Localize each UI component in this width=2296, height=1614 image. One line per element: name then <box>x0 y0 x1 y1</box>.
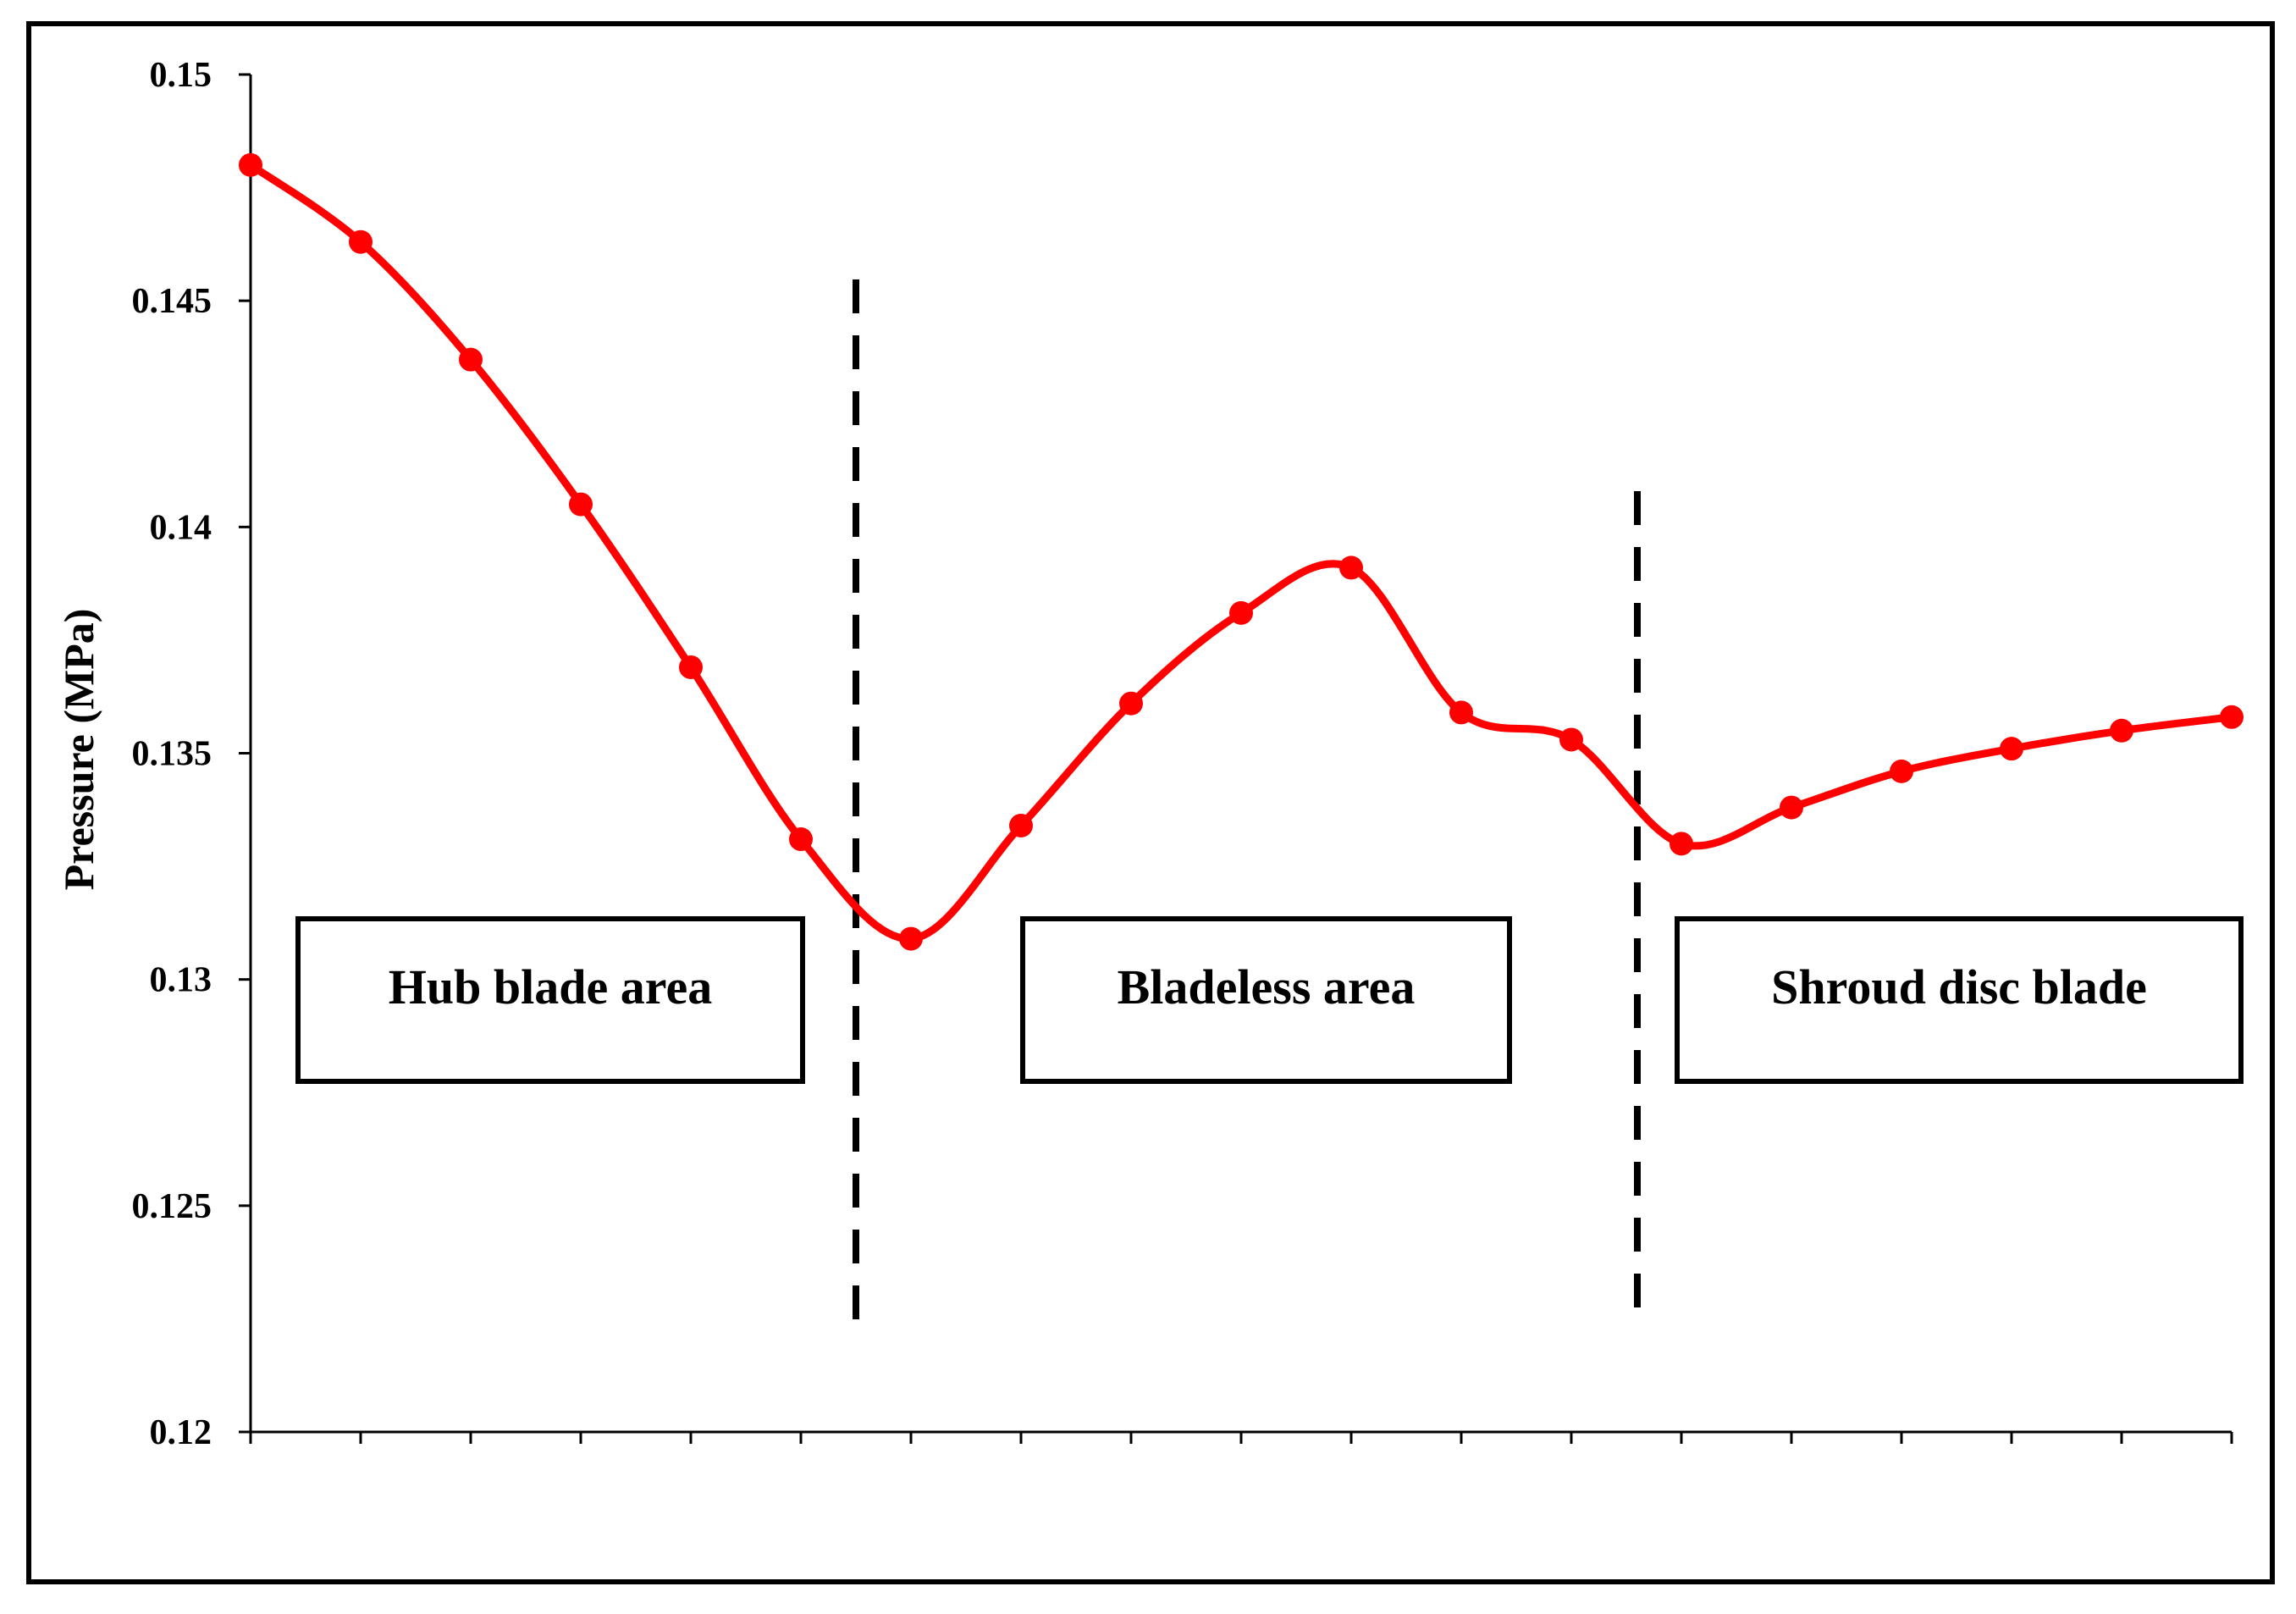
data-point-16 <box>2000 737 2023 761</box>
data-point-8 <box>1119 691 1143 716</box>
y-tick-label-6: 0.15 <box>150 56 212 95</box>
data-point-2 <box>459 347 483 372</box>
data-point-1 <box>349 229 373 254</box>
y-tick-label-2: 0.13 <box>150 961 212 1000</box>
region-dividers <box>853 279 1641 1325</box>
y-tick-label-0: 0.12 <box>150 1413 212 1452</box>
y-tick-label-3: 0.135 <box>132 735 212 774</box>
series-layer <box>239 152 2244 951</box>
data-point-3 <box>569 492 593 517</box>
data-point-10 <box>1339 556 1363 580</box>
y-axis-title: Pressure (MPa) <box>55 609 102 891</box>
data-point-6 <box>899 926 923 951</box>
y-tick-label-1: 0.125 <box>132 1187 212 1226</box>
data-point-9 <box>1229 600 1253 625</box>
data-point-14 <box>1780 795 1803 820</box>
data-point-15 <box>1890 759 1913 783</box>
axes: 0.12 0.125 0.13 0.135 0.14 0.145 0.15 <box>132 56 2233 1452</box>
data-point-13 <box>1670 832 1693 856</box>
region-label-1: Bladeless area <box>1118 959 1416 1014</box>
data-point-4 <box>679 655 703 679</box>
data-point-7 <box>1009 813 1033 837</box>
data-point-17 <box>2110 718 2133 743</box>
region-box-1 <box>1020 916 1512 1084</box>
data-point-18 <box>2220 705 2244 729</box>
region-labels: Hub blade area Bladeless area Shroud disc … <box>295 916 2244 1084</box>
region-label-2: Shroud disc blade <box>1771 959 2147 1014</box>
y-tick-label-4: 0.14 <box>150 508 212 547</box>
data-point-12 <box>1559 727 1583 752</box>
data-point-5 <box>789 827 813 852</box>
y-tick-label-5: 0.145 <box>132 282 212 321</box>
figure-frame <box>26 21 2275 1584</box>
data-point-11 <box>1449 700 1473 725</box>
region-box-2 <box>1675 916 2244 1084</box>
data-point-0 <box>239 152 262 177</box>
region-box-0 <box>295 916 805 1084</box>
region-label-0: Hub blade area <box>389 959 712 1014</box>
